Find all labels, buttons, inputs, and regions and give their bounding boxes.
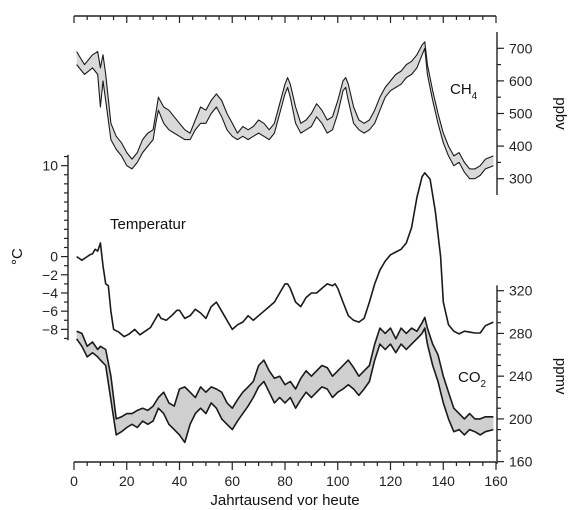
co2-tick-label: 280 [509, 325, 533, 341]
temperature-tick-label: −2 [42, 267, 58, 283]
x-axis-title: Jahrtausend vor heute [210, 492, 359, 509]
ch4-band [76, 41, 494, 179]
co2-tick-label: 240 [509, 368, 533, 384]
x-tick-label: 100 [326, 473, 350, 489]
x-tick-label: 0 [70, 473, 78, 489]
temperature-tick-label: −8 [42, 321, 58, 337]
ch4-tick-label: 600 [509, 73, 533, 89]
ch4-tick-label: 500 [509, 106, 533, 122]
x-tick-label: 160 [484, 473, 508, 489]
co2-subscript: 2 [481, 379, 487, 390]
x-tick-label: 140 [432, 473, 456, 489]
co2-series-label: CO2 [458, 369, 487, 390]
x-tick-label: 120 [379, 473, 403, 489]
x-tick-label: 20 [119, 473, 135, 489]
ch4-unit-label: ppbv [552, 97, 569, 130]
co2-band [76, 317, 494, 443]
x-tick-label: 80 [277, 473, 293, 489]
co2-lower-line [75, 327, 494, 444]
temperature-tick-label: −6 [42, 303, 58, 319]
ch4-tick-label: 700 [509, 40, 533, 56]
co2-upper-line [76, 316, 494, 420]
temperature-tick-label: 10 [42, 158, 58, 174]
ch4-series-label: CH4 [450, 81, 478, 102]
temperature-unit-label: °C [9, 248, 26, 265]
co2-tick-label: 200 [509, 411, 533, 427]
co2-unit-label: ppmv [552, 358, 569, 395]
ch4-tick-label: 400 [509, 138, 533, 154]
x-tick-label: 60 [224, 473, 240, 489]
ch4-subscript: 4 [472, 91, 478, 102]
ch4-lower-line [76, 47, 494, 180]
x-tick-label: 40 [172, 473, 188, 489]
ch4-upper-line [76, 41, 494, 170]
temperature-tick-label: 0 [50, 249, 58, 265]
ch4-tick-label: 300 [509, 171, 533, 187]
co2-tick-label: 320 [509, 283, 533, 299]
temperature-tick-label: −4 [42, 285, 58, 301]
temperature-line [76, 172, 494, 338]
co2-tick-label: 160 [509, 454, 533, 470]
temperature-series-label: Temperatur [110, 216, 186, 233]
